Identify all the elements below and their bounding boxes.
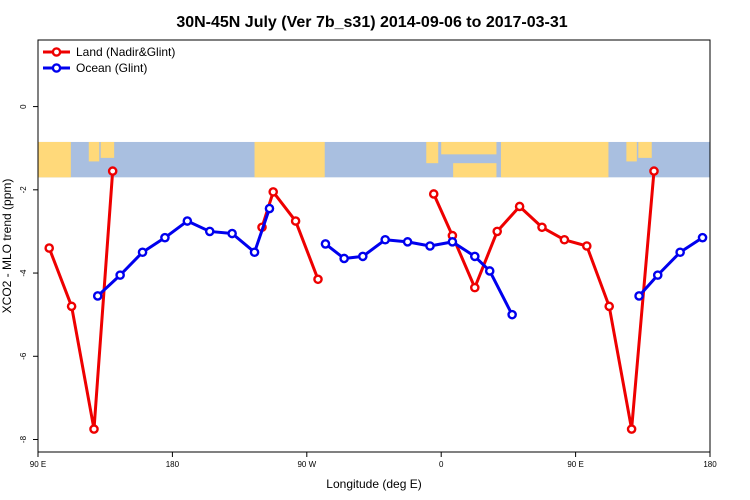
map-land-north-america — [254, 141, 325, 178]
data-point-ocean — [697, 232, 708, 243]
y-tick-label: -8 — [19, 435, 28, 443]
data-point-ocean — [339, 253, 349, 264]
data-point-land — [313, 274, 323, 285]
data-point-ocean — [160, 232, 170, 243]
data-point-ocean — [447, 237, 458, 247]
legend-label-ocean: Ocean (Glint) — [76, 61, 147, 75]
data-point-ocean — [380, 234, 391, 245]
x-tick-label: 180 — [703, 460, 717, 469]
x-tick-label: 90 W — [297, 460, 316, 469]
y-axis: 0 -2 -4 -6 -8 — [19, 104, 38, 443]
legend-label-land: Land (Nadir&Glint) — [76, 45, 175, 59]
data-point-ocean — [634, 291, 644, 301]
series-line-land — [47, 170, 115, 431]
x-axis-label: Longitude (deg E) — [326, 477, 421, 491]
data-point-land — [604, 301, 615, 312]
world-map-band — [38, 141, 710, 178]
map-ocean — [38, 141, 710, 178]
map-land-korea — [88, 141, 100, 162]
data-point-ocean — [264, 203, 275, 214]
data-point-land — [428, 189, 439, 199]
data-point-land — [89, 424, 99, 434]
data-point-ocean — [137, 247, 148, 258]
map-land-iberia — [426, 141, 439, 164]
map-land-middle-east-asia — [500, 141, 609, 178]
data-point-land — [107, 166, 118, 176]
data-point-ocean — [402, 237, 413, 247]
y-tick-label: -2 — [19, 186, 28, 194]
data-point-land — [559, 234, 570, 245]
chart-title: 30N-45N July (Ver 7b_s31) 2014-09-06 to … — [176, 14, 567, 31]
data-point-ocean — [204, 226, 215, 237]
series-layer — [44, 166, 708, 434]
data-point-ocean — [425, 241, 435, 251]
data-point-ocean — [469, 251, 480, 262]
map-land-north-africa — [453, 163, 497, 178]
data-point-ocean — [115, 270, 125, 280]
x-tick-label: 180 — [166, 460, 180, 469]
data-point-ocean — [227, 228, 237, 239]
map-land-japan — [100, 141, 115, 158]
data-point-ocean — [675, 247, 685, 258]
plot-frame — [37, 39, 711, 453]
x-tick-label: 0 — [439, 460, 444, 469]
legend-marker-land — [51, 47, 62, 57]
y-tick-label: 0 — [19, 104, 28, 109]
data-point-ocean — [320, 239, 331, 249]
map-land-korea-east — [626, 141, 637, 162]
series-line-land — [432, 170, 656, 431]
y-tick-label: -4 — [19, 269, 28, 277]
data-point-land — [290, 216, 301, 226]
data-point-land — [44, 243, 55, 253]
data-point-land — [582, 241, 592, 251]
legend: Land (Nadir&Glint) Ocean (Glint) — [43, 45, 175, 75]
data-point-ocean — [484, 266, 495, 276]
data-point-land — [649, 166, 659, 176]
x-axis: 90 E 180 90 W 0 90 E 180 — [30, 452, 717, 469]
series-line-ocean — [324, 238, 514, 316]
map-land-japan-east — [638, 141, 652, 158]
data-point-ocean — [249, 247, 260, 258]
data-point-land — [626, 424, 637, 434]
series-line-ocean — [637, 236, 704, 297]
data-point-ocean — [357, 251, 368, 262]
y-tick-label: -6 — [19, 352, 28, 360]
data-point-ocean — [182, 216, 193, 226]
data-point-land — [514, 201, 525, 212]
legend-marker-ocean — [51, 63, 62, 73]
data-point-land — [469, 282, 480, 293]
data-point-land — [492, 226, 503, 237]
data-point-ocean — [507, 309, 517, 320]
data-point-land — [537, 222, 547, 233]
data-point-land — [66, 301, 77, 312]
y-axis-label: XCO2 - MLO trend (ppm) — [0, 179, 14, 314]
data-point-land — [268, 187, 279, 197]
data-point-ocean — [652, 270, 663, 280]
x-tick-label: 90 E — [30, 460, 46, 469]
data-point-ocean — [92, 291, 103, 301]
map-land-asia — [38, 141, 71, 178]
map-land-europe — [441, 141, 497, 155]
x-tick-label: 90 E — [567, 460, 583, 469]
